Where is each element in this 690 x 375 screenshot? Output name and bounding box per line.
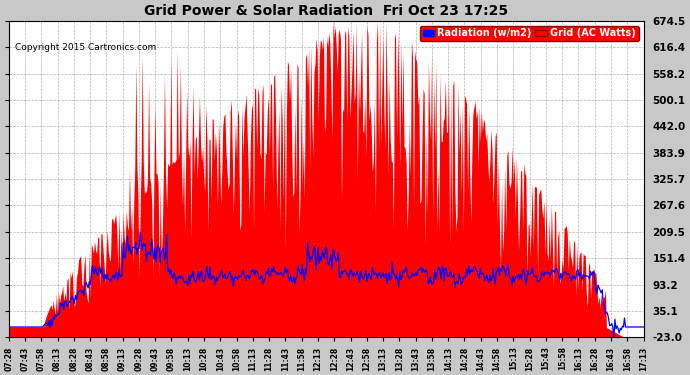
Legend: Radiation (w/m2), Grid (AC Watts): Radiation (w/m2), Grid (AC Watts) <box>420 26 639 41</box>
Text: Copyright 2015 Cartronics.com: Copyright 2015 Cartronics.com <box>15 43 156 52</box>
Title: Grid Power & Solar Radiation  Fri Oct 23 17:25: Grid Power & Solar Radiation Fri Oct 23 … <box>144 4 508 18</box>
